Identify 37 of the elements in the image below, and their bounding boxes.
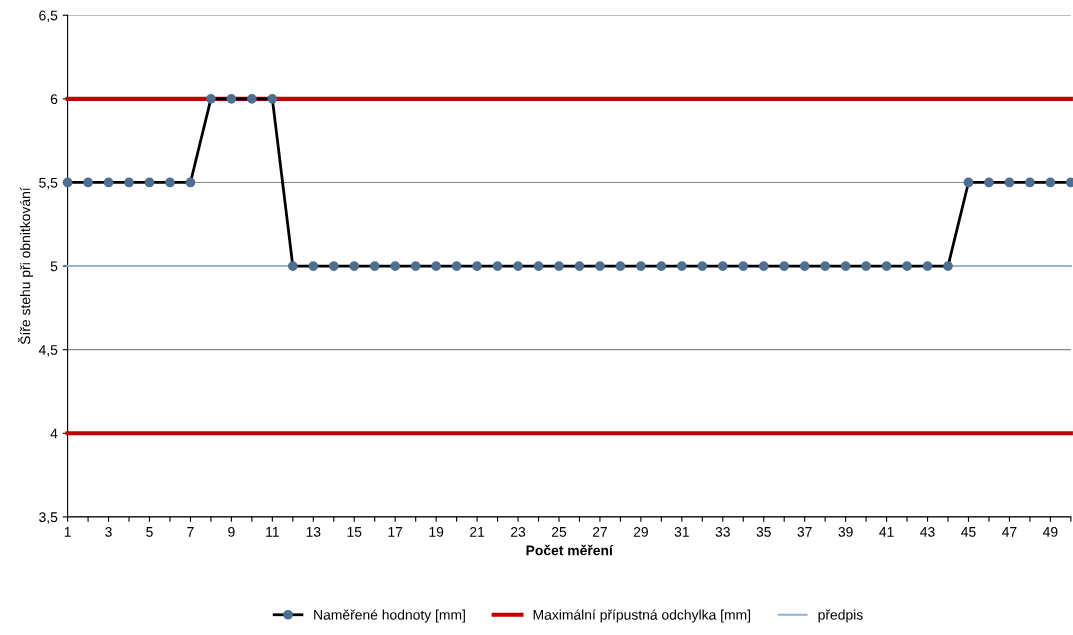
y-tick-label: 5,5 [39,177,58,190]
y-tick-label: 4 [50,428,58,439]
x-tick-label: 35 [756,526,771,537]
x-tick-label: 37 [797,526,812,537]
y-tick-label: 6,5 [39,10,58,23]
x-axis-title: Počet měření [526,544,614,556]
x-tick-label: 1 [64,527,71,537]
x-tick-label: 33 [715,526,730,537]
x-tick-label: 9 [228,526,235,537]
x-tick-label: 21 [470,526,485,537]
x-tick-label: 11 [266,527,279,537]
x-tick-label: 19 [429,526,444,537]
legend-label: předpis [818,609,863,623]
x-tick-label: 27 [592,526,607,537]
x-tick-label: 17 [388,527,403,537]
y-tick-label: 4,5 [38,345,58,357]
y-tick-label: 5 [50,261,58,272]
x-tick-label: 39 [838,526,853,537]
x-tick-label: 13 [306,526,321,537]
legend-label: Naměřené hodnoty [mm] [314,609,465,623]
x-tick-label: 49 [1042,526,1058,537]
x-tick-label: 7 [187,527,194,537]
x-tick-label: 31 [674,526,689,537]
x-tick-label: 3 [105,526,112,537]
y-tick-label: 3,5 [39,512,58,524]
x-tick-label: 43 [920,526,935,537]
x-tick-label: 23 [511,526,526,537]
x-tick-label: 15 [347,527,362,537]
x-tick-label: 47 [1002,527,1017,537]
x-tick-label: 5 [146,527,153,537]
y-tick-label: 6 [50,94,58,105]
legend-label: Maximální přípustná odchylka [mm] [533,609,751,623]
x-tick-label: 45 [961,527,976,537]
x-tick-label: 25 [551,526,567,537]
y-axis-title: Šíře stehu při obnitkování [17,187,34,345]
x-tick-label: 41 [879,527,894,537]
x-tick-label: 29 [633,526,648,537]
